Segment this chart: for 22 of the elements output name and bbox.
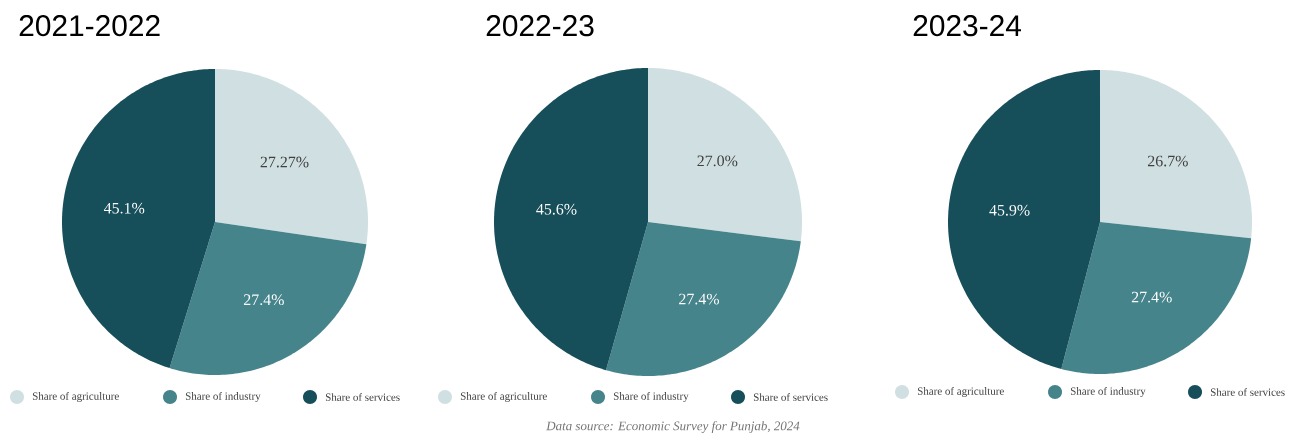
data-label: 27.0% [697, 155, 738, 167]
data-label: 27.27% [260, 156, 309, 168]
chart-title: 2023-24 [913, 15, 1022, 37]
legend-label: Share of industry [185, 391, 261, 403]
data-label: 27.4% [1131, 291, 1172, 303]
legend-label: Share of services [325, 393, 400, 401]
legend-label: Share of services [1210, 388, 1285, 396]
data-label: 45.1% [103, 202, 145, 214]
data-label: 27.4% [243, 294, 284, 306]
chart-title: 2022-23 [486, 15, 594, 37]
data-label: 45.9% [989, 204, 1030, 216]
legend-label: Share of industry [613, 391, 689, 403]
legend-label: Share of services [753, 393, 828, 401]
legend-label: Share of agriculture [32, 391, 119, 403]
legend-label: Share of industry [1070, 386, 1146, 398]
legend-label: Share of agriculture [917, 386, 1004, 398]
data-label: 26.7% [1147, 155, 1188, 167]
legend-label: Share of agriculture [460, 391, 547, 403]
data-label: 45.6% [536, 203, 577, 215]
chart-title: 2021-2022 [19, 15, 160, 37]
data-label: 27.4% [679, 293, 720, 305]
source-note: Data source: Economic Survey for Punjab, 2024 [546, 421, 800, 433]
